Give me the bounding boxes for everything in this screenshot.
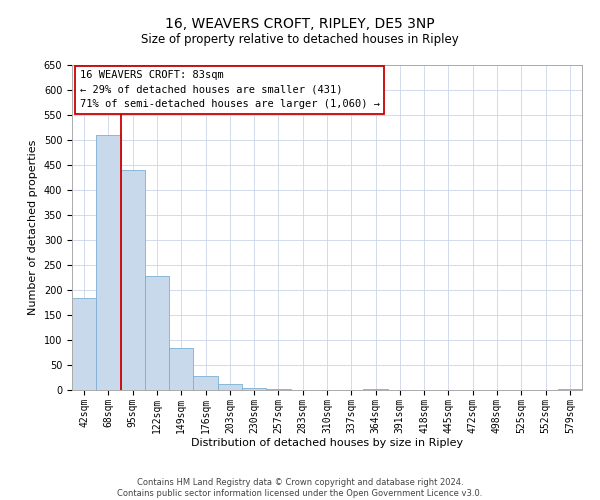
Bar (145, 276, 169, 390)
Bar (72, 298, 96, 390)
Bar (242, 388, 266, 390)
Bar (364, 389, 388, 390)
Bar (121, 170, 145, 390)
Bar (266, 389, 290, 390)
X-axis label: Distribution of detached houses by size in Ripley: Distribution of detached houses by size … (191, 438, 463, 448)
Text: Contains HM Land Registry data © Crown copyright and database right 2024.
Contai: Contains HM Land Registry data © Crown c… (118, 478, 482, 498)
Bar (169, 348, 193, 390)
Bar (193, 376, 218, 390)
Text: 16 WEAVERS CROFT: 83sqm
← 29% of detached houses are smaller (431)
71% of semi-d: 16 WEAVERS CROFT: 83sqm ← 29% of detache… (80, 70, 380, 110)
Text: Size of property relative to detached houses in Ripley: Size of property relative to detached ho… (141, 32, 459, 46)
Bar (96, 135, 121, 390)
Bar (218, 384, 242, 390)
Text: 16, WEAVERS CROFT, RIPLEY, DE5 3NP: 16, WEAVERS CROFT, RIPLEY, DE5 3NP (165, 18, 435, 32)
Bar (558, 389, 582, 390)
Y-axis label: Number of detached properties: Number of detached properties (28, 140, 38, 315)
